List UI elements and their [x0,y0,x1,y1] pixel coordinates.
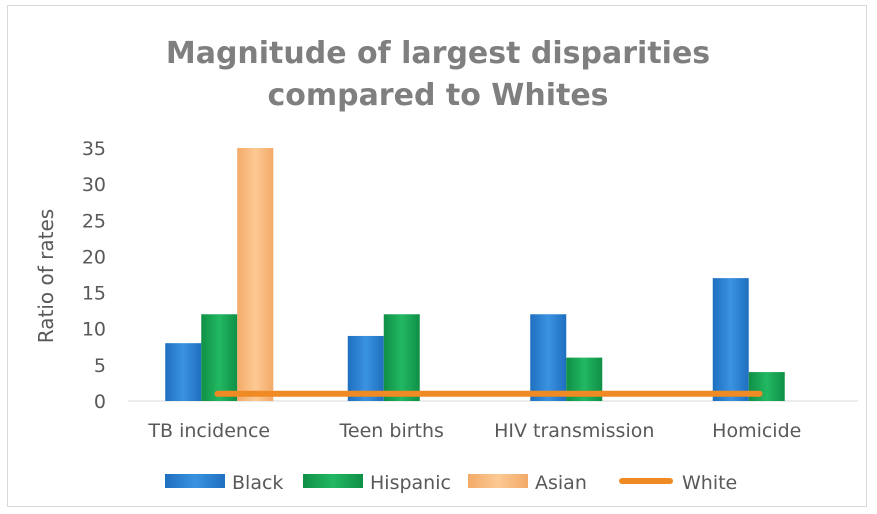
legend-label-black: Black [232,472,283,494]
legend-swatch-hispanic [303,474,363,488]
legend-swatch-black [165,474,225,488]
y-tick-label: 20 [82,246,106,268]
bar-marks [165,148,785,401]
x-category-label: TB incidence [147,420,270,442]
bar-black-1 [347,335,384,401]
legend: Black Hispanic Asian White [165,472,737,494]
x-axis-categories: TB incidence Teen births HIV transmission H… [147,420,801,442]
y-tick-label: 35 [82,138,106,160]
x-category-label: Teen births [339,420,444,442]
x-category-label: HIV transmission [494,420,654,442]
legend-swatch-asian [468,474,528,488]
bar-black-0 [165,343,202,401]
y-tick-label: 5 [94,355,106,377]
chart-title-line-1: Magnitude of largest disparities [166,36,710,71]
legend-label-white: White [682,472,737,494]
y-tick-label: 15 [82,283,106,305]
x-category-label: Homicide [712,420,801,442]
y-axis-label: Ratio of rates [34,209,58,343]
legend-label-asian: Asian [535,472,587,494]
y-tick-label: 10 [82,319,106,341]
bar-black-2 [530,314,567,401]
bar-hispanic-1 [383,314,420,401]
y-tick-label: 25 [82,210,106,232]
chart-frame: Magnitude of largest disparities compare… [7,5,867,507]
y-axis-ticks: 0 5 10 15 20 25 30 35 [82,138,106,413]
chart-title-line-2: compared to Whites [267,78,608,113]
y-tick-label: 0 [94,391,106,413]
bar-asian-0 [237,148,274,401]
y-tick-label: 30 [82,174,106,196]
bar-black-3 [712,278,749,401]
chart-svg: Magnitude of largest disparities compare… [34,36,858,494]
bar-hispanic-0 [201,314,238,401]
legend-label-hispanic: Hispanic [370,472,451,494]
